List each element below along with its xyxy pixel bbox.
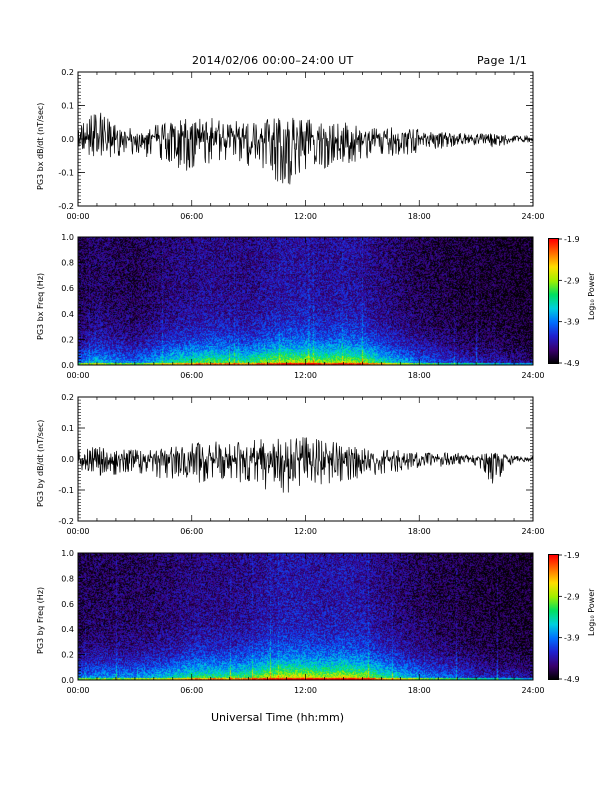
y-tick-label: 0.4 <box>61 310 74 319</box>
plot-frame <box>77 236 534 366</box>
x-tick-label: 12:00 <box>294 527 317 536</box>
x-tick-label: 06:00 <box>180 527 203 536</box>
y-tick-label: 0.0 <box>61 361 74 370</box>
y-tick-label: 0.2 <box>61 651 74 660</box>
x-tick-label: 12:00 <box>294 212 317 221</box>
colorbar-2-label: Log₁₀ Power <box>587 588 596 636</box>
colorbar-2 <box>548 554 559 680</box>
panel-1-ylabel: PG3 bx dB/dt (nT/sec) <box>36 102 45 190</box>
y-tick-label: 0.0 <box>61 135 74 144</box>
x-tick-label: 18:00 <box>408 527 431 536</box>
x-tick-label: 12:00 <box>294 371 317 380</box>
colorbar-tick-label: -1.9 <box>564 235 580 244</box>
colorbar-tick-label: -3.9 <box>564 318 580 327</box>
signal-trace <box>77 437 534 493</box>
x-tick-label: 00:00 <box>66 527 89 536</box>
x-tick-label: 24:00 <box>521 686 544 695</box>
x-tick-label: 06:00 <box>180 686 203 695</box>
x-tick-label: 24:00 <box>521 527 544 536</box>
y-tick-label: -0.2 <box>58 517 74 526</box>
y-tick-label: -0.2 <box>58 202 74 211</box>
x-tick-label: 18:00 <box>408 686 431 695</box>
by-spectrogram <box>78 553 533 680</box>
colorbar-tick-label: -2.9 <box>564 276 580 285</box>
y-tick-label: -0.1 <box>58 169 74 178</box>
x-tick-label: 18:00 <box>408 212 431 221</box>
x-tick-label: 24:00 <box>521 371 544 380</box>
x-tick-label: 24:00 <box>521 212 544 221</box>
plot-frame <box>77 552 534 681</box>
y-tick-label: -0.1 <box>58 486 74 495</box>
colorbar-1-label: Log₁₀ Power <box>587 272 596 320</box>
colorbar-1-ticks: -1.9 -2.9 -3.9 -4.9 <box>558 235 580 368</box>
colorbar-tick-label: -4.9 <box>564 675 580 684</box>
y-tick-label: 0.1 <box>61 424 74 433</box>
by-spectrogram-axes: 1.0 0.8 0.6 0.4 0.2 0.000:00 06:00 12:00 18:00 24… <box>61 549 544 695</box>
y-tick-label: 0.8 <box>61 574 74 583</box>
y-tick-label: 0.8 <box>61 259 74 268</box>
panel-4-ylabel: PG3 by Freq (Hz) <box>36 586 45 654</box>
y-tick-label: 0.0 <box>61 455 74 464</box>
y-tick-label: 0.2 <box>61 335 74 344</box>
y-tick-label: 0.2 <box>61 393 74 402</box>
colorbar-tick-label: -1.9 <box>564 551 580 560</box>
y-tick-label: 1.0 <box>61 549 74 558</box>
y-tick-label: 0.6 <box>61 284 74 293</box>
bx-spectrogram-axes: 1.0 0.8 0.6 0.4 0.2 0.000:00 06:00 12:00 18:00 24… <box>61 233 544 380</box>
panel-3-ylabel: PG3 by dB/dt (nT/sec) <box>36 419 45 507</box>
y-tick-label: 1.0 <box>61 233 74 242</box>
colorbar-tick-label: -2.9 <box>564 592 580 601</box>
x-tick-label: 06:00 <box>180 212 203 221</box>
x-axis-label: Universal Time (hh:mm) <box>211 711 344 724</box>
signal-trace <box>77 112 534 185</box>
colorbar-tick-label: -3.9 <box>564 634 580 643</box>
page-indicator: Page 1/1 <box>477 54 528 67</box>
x-tick-label: 00:00 <box>66 212 89 221</box>
by-dbdt-line-plot: 0.2 0.1 0.0 -0.1 -0.200:00 06:00 12:00 18:00 24:… <box>58 393 544 536</box>
panel-2-ylabel: PG3 bx Freq (Hz) <box>36 272 45 340</box>
colorbar-2-ticks: -1.9 -2.9 -3.9 -4.9 <box>558 551 580 684</box>
x-tick-label: 12:00 <box>294 686 317 695</box>
colorbar-tick-label: -4.9 <box>564 359 580 368</box>
y-tick-label: 0.6 <box>61 600 74 609</box>
x-tick-label: 18:00 <box>408 371 431 380</box>
x-tick-label: 06:00 <box>180 371 203 380</box>
y-tick-label: 0.4 <box>61 625 74 634</box>
x-tick-label: 00:00 <box>66 686 89 695</box>
y-tick-label: 0.0 <box>61 676 74 685</box>
x-tick-label: 00:00 <box>66 371 89 380</box>
y-tick-label: 0.1 <box>61 102 74 111</box>
colorbar-1 <box>548 238 559 364</box>
chart-title: 2014/02/06 00:00–24:00 UT <box>192 54 354 67</box>
y-tick-label: 0.2 <box>61 68 74 77</box>
bx-spectrogram <box>78 237 533 365</box>
bx-dbdt-line-plot: 0.2 0.1 0.0 -0.1 -0.200:00 06:00 12:00 18:00 24:… <box>58 68 544 221</box>
